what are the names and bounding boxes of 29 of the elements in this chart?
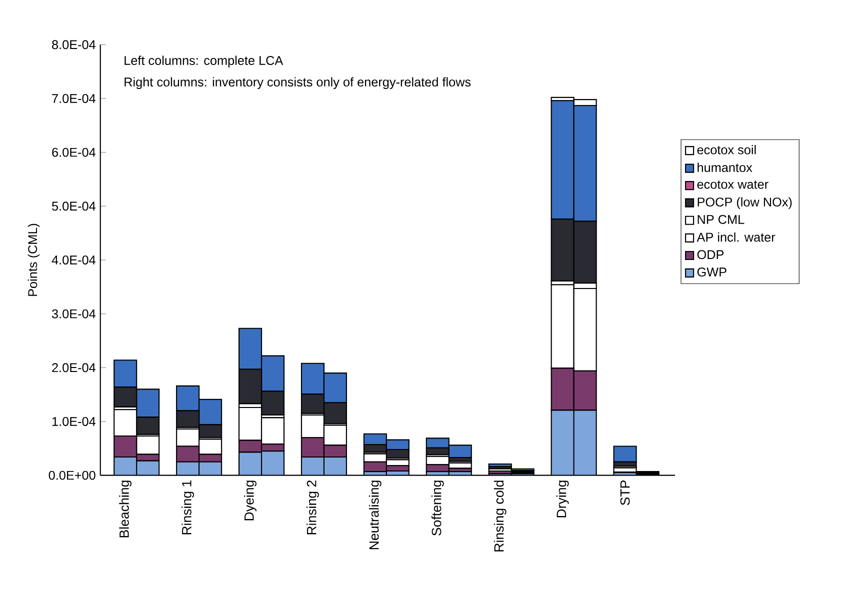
legend-label: ecotox soil bbox=[697, 145, 756, 154]
legend-label: ecotox water bbox=[697, 180, 768, 189]
y-tick-label: 2.0E-04 bbox=[52, 363, 96, 372]
x-tick-label: Dyeing bbox=[244, 480, 256, 520]
x-tick-label: Rinsing 1 bbox=[182, 480, 194, 534]
legend-label: AP incl. water bbox=[696, 232, 776, 242]
legend-label: GWP bbox=[697, 268, 726, 277]
legend-label: ODP bbox=[697, 250, 724, 260]
y-tick-label: 8.0E-04 bbox=[52, 40, 96, 50]
x-tick-label: Rinsing 2 bbox=[306, 480, 319, 534]
y-tick-label: 5.0E-04 bbox=[52, 202, 96, 211]
y-tick-label: 3.0E-04 bbox=[52, 309, 96, 318]
x-tick-label: Drying bbox=[556, 480, 569, 518]
annotation: Right columns: inventory consists only of energy-related flows bbox=[124, 77, 471, 90]
legend-label: NP CML bbox=[698, 214, 744, 224]
y-tick-label: 4.0E-04 bbox=[52, 256, 96, 264]
x-tick-label: Softening bbox=[431, 480, 444, 536]
legend-label: POCP (low NOx) bbox=[698, 197, 792, 210]
legend-label: humantox bbox=[698, 162, 752, 172]
x-tick-label: STP bbox=[620, 480, 630, 506]
y-tick-label: 0.0E+00 bbox=[48, 470, 96, 480]
annotation: Left columns: complete LCA bbox=[124, 56, 284, 68]
x-tick-label: Bleaching bbox=[119, 480, 132, 538]
x-tick-label: Rinsing cold bbox=[494, 480, 506, 552]
y-tick-label: 7.0E-04 bbox=[52, 94, 96, 103]
y-axis-title: Points (CML) bbox=[28, 224, 40, 296]
y-tick-label: 1.0E-04 bbox=[52, 417, 96, 426]
y-tick-label: 6.0E-04 bbox=[52, 148, 96, 157]
x-tick-label: Neutralising bbox=[368, 480, 382, 550]
